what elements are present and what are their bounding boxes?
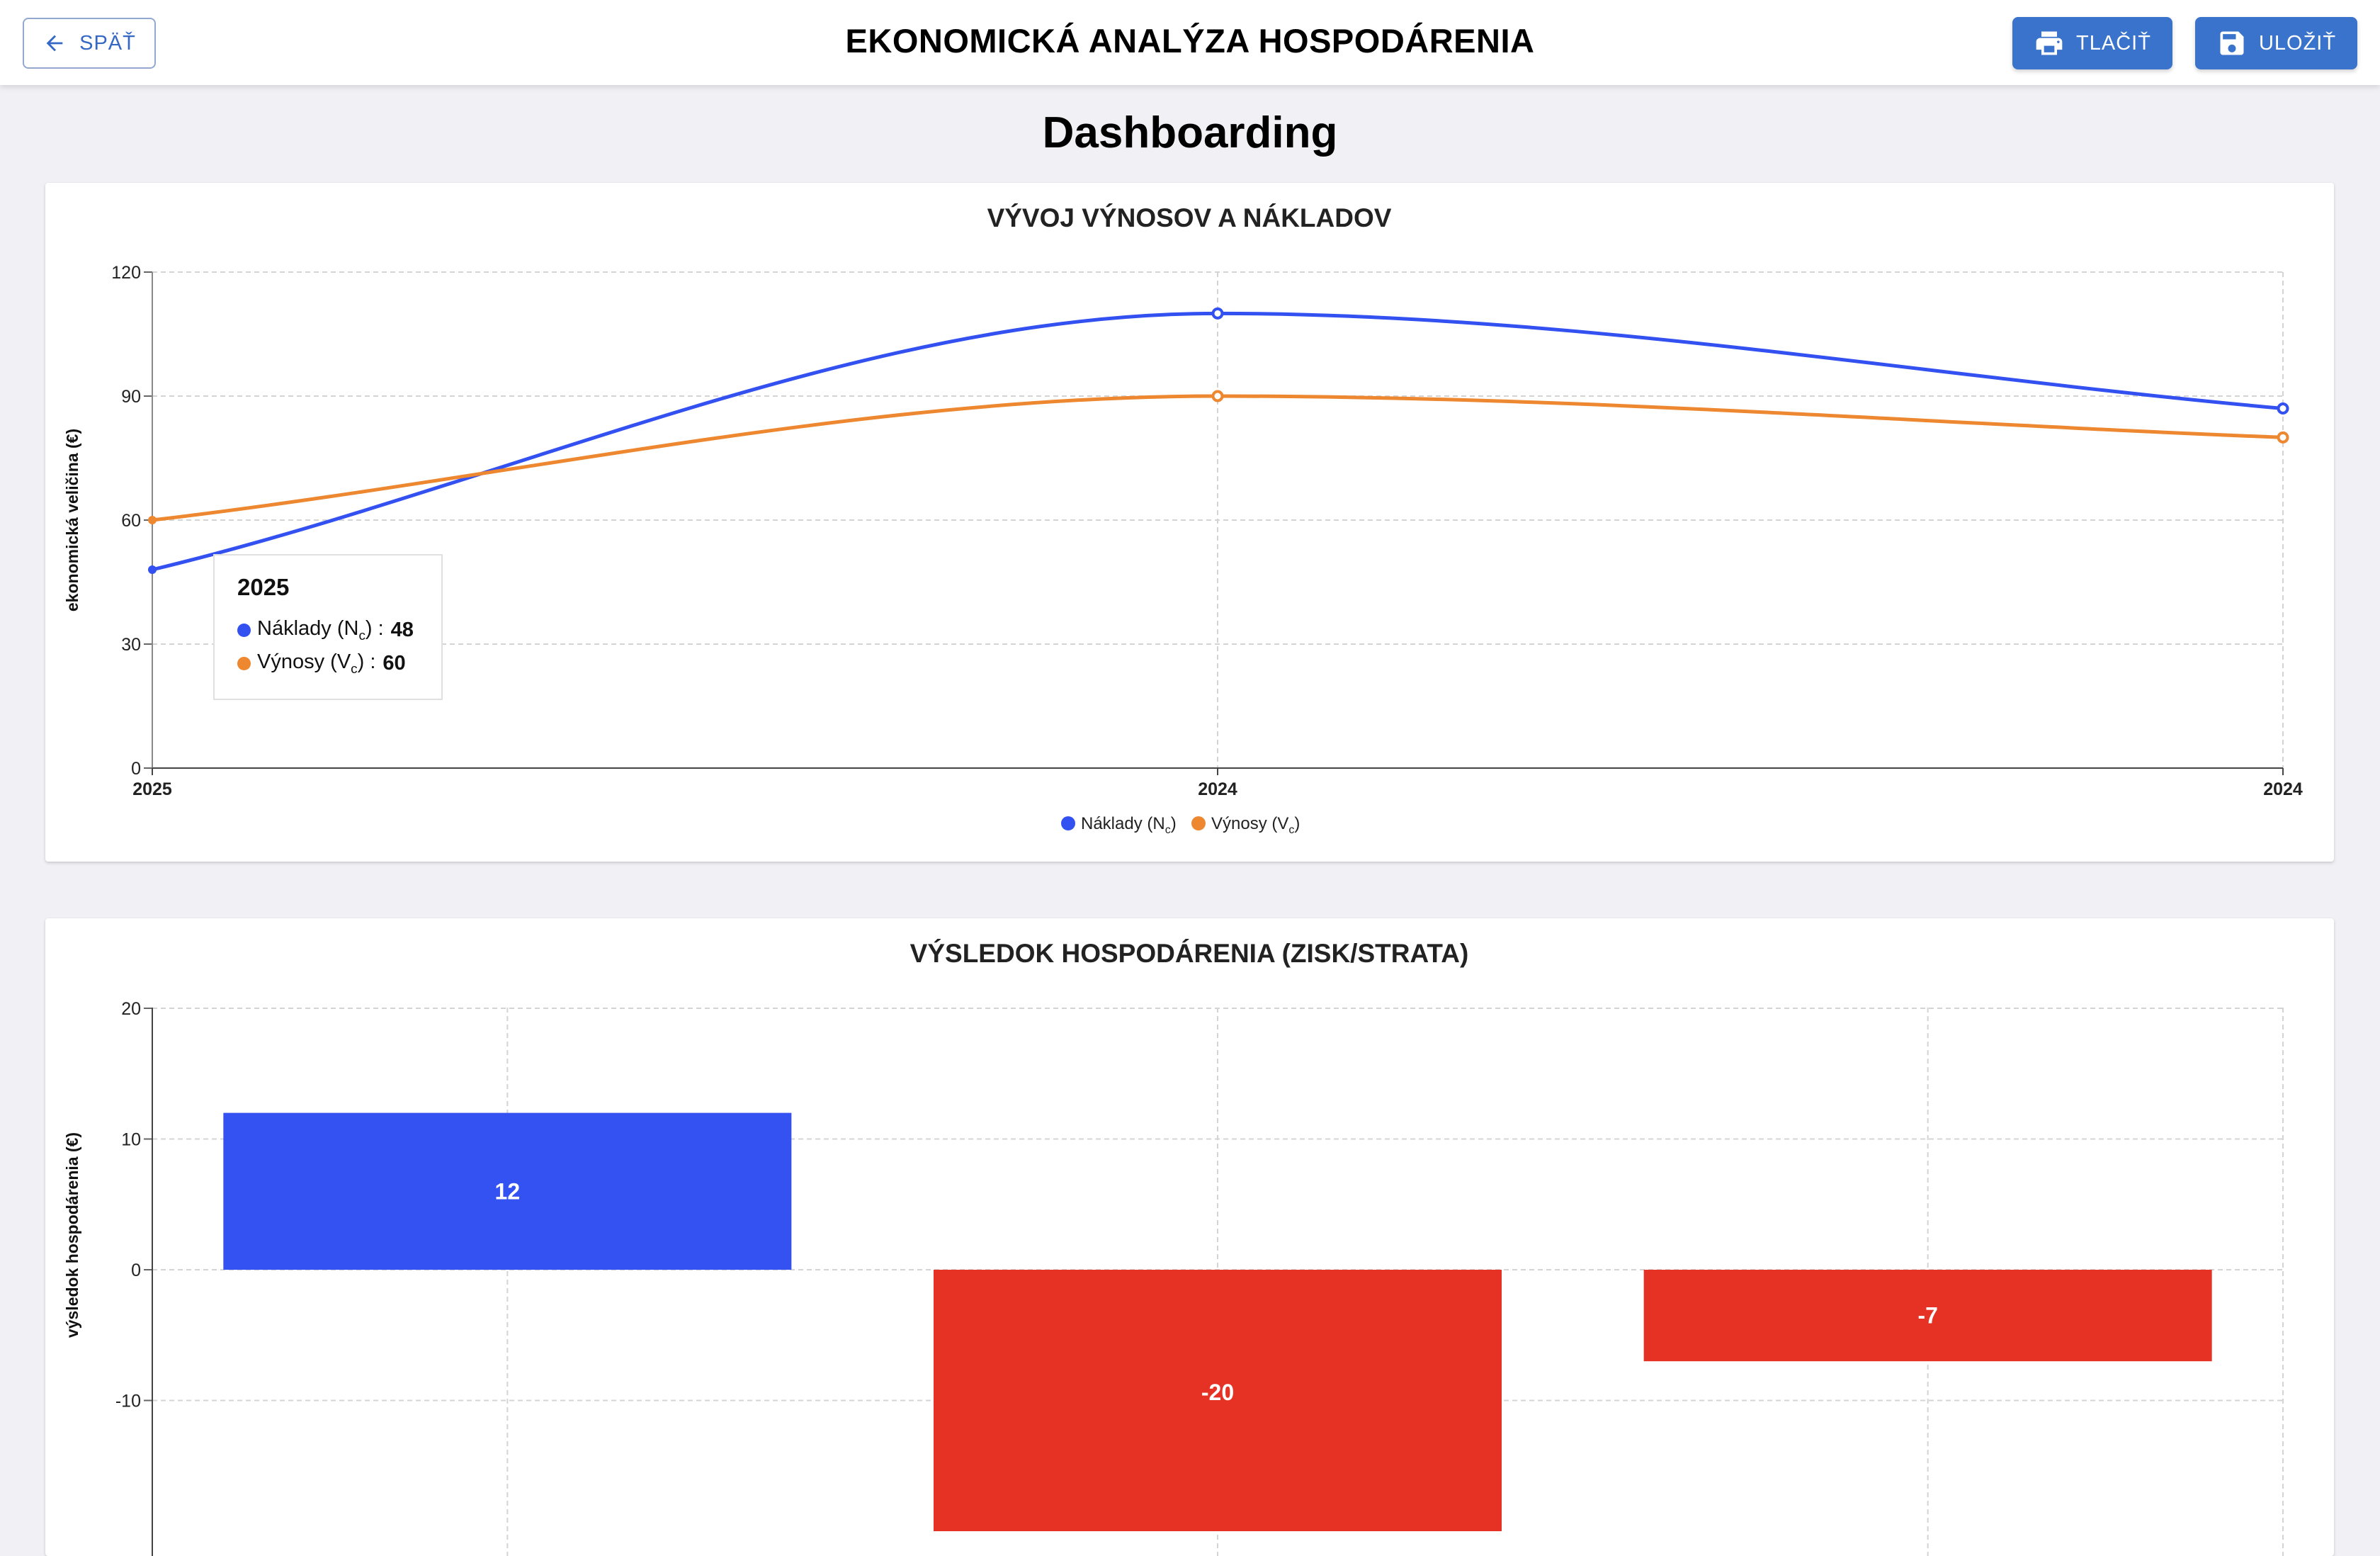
y-tick-label: 0 — [131, 759, 141, 779]
bar-chart-card: VÝSLEDOK HOSPODÁRENIA (ZISK/STRATA) -10 0 1… — [45, 918, 2334, 1556]
legend-label: Výnosy (Vc) — [1211, 814, 1300, 836]
data-point — [148, 516, 157, 524]
data-point — [2277, 402, 2289, 415]
legend-dot-icon — [1061, 816, 1075, 830]
print-button[interactable]: TLAČIŤ — [2012, 17, 2172, 69]
floppy-disk-icon — [2220, 31, 2244, 55]
chart-tooltip: 2025 Náklady (Nc) : 48 Výnosy (Vc) : 60 — [213, 554, 443, 700]
y-tick-label: 0 — [131, 1261, 141, 1280]
data-point — [2277, 431, 2289, 444]
tooltip-title: 2025 — [237, 574, 290, 600]
data-point — [1211, 307, 1224, 320]
y-tick-label: 10 — [121, 1130, 141, 1150]
bar — [223, 1112, 792, 1270]
x-tick-label: 2024 — [2263, 779, 2303, 799]
legend-dot-icon — [237, 624, 251, 637]
series-line-vynosy — [152, 394, 2284, 522]
data-point — [1211, 390, 1224, 402]
legend-dot-icon — [1191, 816, 1206, 830]
bar-value-label: -20 — [1201, 1380, 1234, 1405]
y-axis-label: výsledok hospodárenia (€) — [63, 1132, 81, 1338]
chart-title: VÝSLEDOK HOSPODÁRENIA (ZISK/STRATA) — [910, 939, 1469, 968]
y-tick-label: 90 — [121, 387, 141, 407]
legend-label: Náklady (Nc) — [1081, 814, 1177, 836]
y-tick-label: 120 — [111, 263, 141, 283]
arrow-left-icon — [46, 35, 63, 52]
line-chart-card: VÝVOJ VÝNOSOV A NÁKLADOV 0 30 60 90 120 2025 20… — [45, 183, 2334, 862]
save-button[interactable]: ULOŽIŤ — [2195, 17, 2357, 69]
x-tick-label: 2024 — [1198, 779, 1237, 799]
tooltip-series-name: Náklady (Nc) : — [257, 617, 384, 643]
back-label: SPÄŤ — [79, 31, 136, 55]
x-tick-label: 2025 — [132, 779, 172, 799]
y-axis-label: ekonomická veličina (€) — [63, 429, 81, 611]
back-button[interactable]: SPÄŤ — [23, 18, 156, 69]
legend-dot-icon — [237, 657, 251, 670]
chart-title: VÝVOJ VÝNOSOV A NÁKLADOV — [987, 203, 1392, 232]
bar-chart: VÝSLEDOK HOSPODÁRENIA (ZISK/STRATA) -10 0 1… — [63, 939, 2284, 1556]
tooltip-series-name: Výnosy (Vc) : — [257, 650, 376, 676]
app-title: EKONOMICKÁ ANALÝZA HOSPODÁRENIA — [845, 22, 1535, 60]
tooltip-value: 60 — [382, 652, 406, 675]
tooltip-row-vynosy: Výnosy (Vc) : 60 — [237, 647, 441, 680]
y-tick-label: 60 — [121, 511, 141, 531]
print-label: TLAČIŤ — [2076, 31, 2151, 55]
page-title: Dashboarding — [1042, 108, 1338, 157]
bar — [1643, 1270, 2212, 1362]
y-tick-label: 30 — [121, 635, 141, 655]
printer-icon — [2036, 31, 2063, 55]
app-bar: SPÄŤ EKONOMICKÁ ANALÝZA HOSPODÁRENIA TLA… — [0, 0, 2380, 85]
tooltip-row-naklady: Náklady (Nc) : 48 — [237, 614, 441, 647]
tooltip-value: 48 — [390, 619, 414, 641]
bar-value-label: 12 — [495, 1178, 521, 1204]
y-tick-label: 20 — [121, 999, 141, 1019]
bar-value-label: -7 — [1917, 1303, 1937, 1329]
save-label: ULOŽIŤ — [2258, 31, 2337, 55]
data-point — [148, 565, 157, 574]
y-tick-label: -10 — [115, 1392, 141, 1411]
